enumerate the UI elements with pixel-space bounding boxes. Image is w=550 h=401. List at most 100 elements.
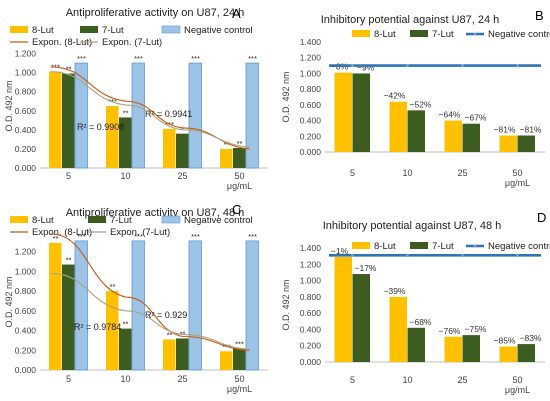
panel-c-significance: *** <box>77 232 86 241</box>
panel-d-ylabel: O.D. 492 nm <box>281 279 291 330</box>
panel-d-bar-8-lut <box>444 336 462 362</box>
panel-a-legend-label: 8-Lut <box>32 25 54 36</box>
panel-b-xtick-label: 10 <box>402 168 412 178</box>
panel-d-legend-marker: × <box>473 242 478 251</box>
panel-c-bar-negative-control <box>188 240 202 371</box>
panel-a-significance: *** <box>248 54 257 63</box>
panel-c-xlabel: μg/mL <box>227 384 252 394</box>
panel-b-data-label: −9% <box>357 62 375 72</box>
panel-d-bar-7-lut <box>352 274 370 362</box>
panel-a-ytick-label: 1.000 <box>15 68 37 78</box>
panel-c-significance: ** <box>123 320 129 329</box>
panel-d-bar-7-lut <box>517 344 535 362</box>
panel-c-significance: ** <box>66 256 72 265</box>
panel-d-ytick-label: 0.400 <box>300 324 322 334</box>
panel-d-control-marker: × <box>460 251 465 260</box>
panel-d-ytick-label: 1.400 <box>300 243 322 253</box>
panel-d-ytick-label: 0.200 <box>300 341 322 351</box>
panel-b-legend-swatch <box>352 30 370 37</box>
panel-d-bar-8-lut <box>389 296 407 362</box>
panel-d-title: Inhibitory potential against U87, 48 h <box>323 220 502 232</box>
panel-c-ylabel: O.D. 492 nm <box>4 276 14 327</box>
panel-d-xtick-label: 10 <box>402 375 412 385</box>
panel-a-significance: ** <box>237 139 243 148</box>
panel-c-legend-label: 8-Lut <box>32 215 54 226</box>
panel-c-significance: ** <box>180 329 186 338</box>
panel-b-letter: B <box>535 8 544 23</box>
panel-b-xtick-label: 50 <box>512 168 522 178</box>
panel-a-significance: ** <box>123 108 129 117</box>
panel-c-letter: C <box>232 202 241 217</box>
panel-b-control-marker: × <box>515 62 520 71</box>
panel-a-ytick-label: 1.200 <box>15 49 37 59</box>
panel-c-xtick-label: 10 <box>120 374 130 384</box>
panel-b-ylabel: O.D. 492 nm <box>281 71 291 122</box>
panel-b-bar-7-lut <box>407 110 425 152</box>
panel-a-significance: ** <box>224 140 230 149</box>
panel-a-significance: * <box>181 125 184 134</box>
panel-d-data-label: −17% <box>355 263 377 273</box>
panel-d-legend-swatch <box>352 242 370 249</box>
panel-c-significance: *** <box>191 232 200 241</box>
panel-c-trendline <box>50 233 250 351</box>
panel-c-significance: ** <box>167 330 173 339</box>
panel-d-xtick-label: 25 <box>457 375 467 385</box>
panel-a-title: Antiproliferative activity on U87, 24 h <box>66 7 245 19</box>
panel-c-legend-swatch <box>10 216 28 223</box>
panel-c-xtick-label: 50 <box>234 374 244 384</box>
panel-b-bar-8-lut <box>444 120 462 152</box>
panel-c-legend-label: Expon. (8-Lut) <box>32 227 92 238</box>
panel-a-legend-swatch <box>10 26 28 33</box>
panel-b-ytick-label: 0.800 <box>300 84 322 94</box>
panel-c-bar-negative-control <box>74 240 88 371</box>
panel-b-ytick-label: 0.600 <box>300 100 322 110</box>
panel-c-significance: ** <box>110 282 116 291</box>
panel-a-bar-8-lut <box>220 148 233 168</box>
panel-b-xlabel: μg/mL <box>505 178 530 188</box>
panel-b-data-label: −81% <box>520 125 542 135</box>
panel-c-legend-swatch <box>161 215 181 224</box>
panel-a-significance: *** <box>77 54 86 63</box>
panel-c-title: Antiproliferative activity on U87, 48 h <box>66 207 245 219</box>
panel-d-xlabel: μg/mL <box>505 385 530 395</box>
panel-c-xtick-label: 25 <box>177 374 187 384</box>
panel-c-legend-swatch <box>88 216 106 223</box>
panel-c-bar-7-lut <box>176 338 189 370</box>
panel-d-legend-label: Negative control <box>488 241 550 252</box>
panel-a-ytick-label: 0.000 <box>15 163 37 173</box>
panel-b-data-label: −67% <box>465 113 487 123</box>
panel-b-xtick-label: 25 <box>457 168 467 178</box>
panel-c-ytick-label: 1.200 <box>15 247 37 257</box>
panel-c-legend-label: Expon. (7-Lut) <box>110 227 170 238</box>
panel-c-bar-8-lut <box>220 351 233 370</box>
panel-a-legend-swatch <box>161 25 181 34</box>
panel-b-ytick-label: 0.000 <box>300 147 322 157</box>
panel-b-legend-label: 7-Lut <box>432 29 454 40</box>
panel-c-significance: *** <box>235 339 244 348</box>
panel-a-xtick-label: 25 <box>177 171 187 181</box>
panel-a-bar-negative-control <box>188 62 202 169</box>
panel-c-significance: *** <box>248 232 257 241</box>
panel-a-ytick-label: 0.400 <box>15 125 37 135</box>
panel-a-legend-label: 7-Lut <box>102 25 124 36</box>
panel-d-bar-7-lut <box>462 335 480 362</box>
panel-c-r2-label: R² = 0.9784 <box>74 322 121 332</box>
panel-b-data-label: −52% <box>410 99 432 109</box>
panel-a-bar-8-lut <box>163 128 176 168</box>
panel-a-significance: ** <box>66 65 72 74</box>
panel-d-legend-label: 8-Lut <box>374 241 396 252</box>
panel-b-bar-8-lut <box>334 72 352 152</box>
panel-b-legend-swatch <box>410 30 428 37</box>
panel-a-xtick-label: 50 <box>234 171 244 181</box>
panel-d-control-marker: × <box>515 251 520 260</box>
panel-c-ytick-label: 0.600 <box>15 306 37 316</box>
panel-d-data-label: −76% <box>439 326 461 336</box>
panel-c-ytick-label: 0.800 <box>15 286 37 296</box>
panel-b-legend-label: 8-Lut <box>374 29 396 40</box>
panel-d-bar-7-lut <box>407 327 425 362</box>
panel-a-bar-7-lut <box>62 73 75 168</box>
panel-d-bar-8-lut <box>499 346 517 362</box>
panel-d-control-marker: × <box>350 251 355 260</box>
panel-b-control-marker: × <box>460 62 465 71</box>
panel-d-data-label: −83% <box>520 333 542 343</box>
